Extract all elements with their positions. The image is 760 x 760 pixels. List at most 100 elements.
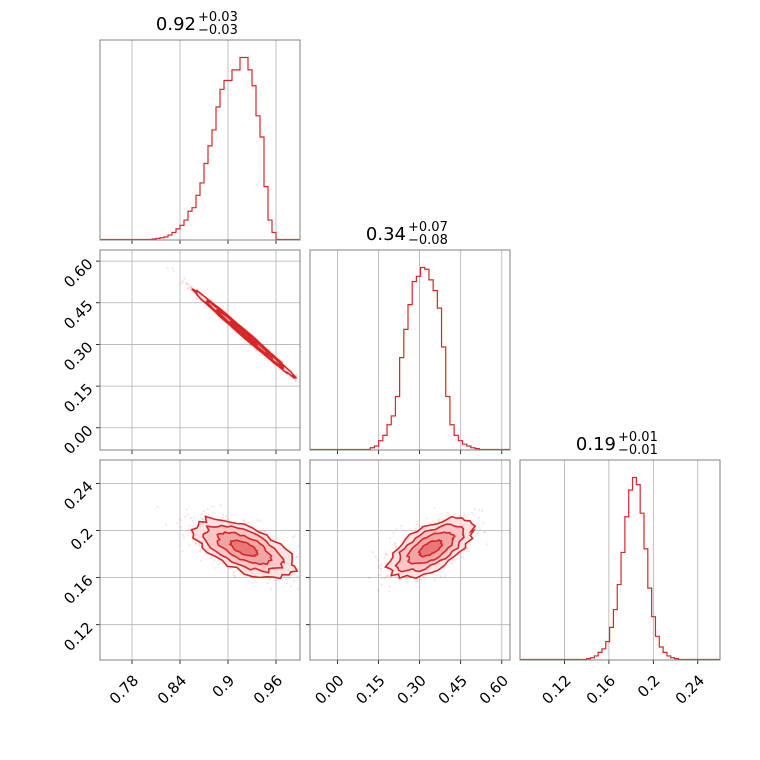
- scatter-p2-vs-p1-sample-point: [187, 286, 190, 290]
- scatter-p3-vs-p1-sample-point: [285, 577, 288, 580]
- hist-p2: 0.34 +0.07−0.08: [310, 220, 510, 454]
- scatter-p3-vs-p1-sample-point: [274, 579, 277, 582]
- scatter-p2-vs-p1-sample-point: [186, 283, 189, 286]
- scatter-p3-vs-p2-sample-point: [455, 557, 458, 560]
- scatter-p3-vs-p1: 0.12 0.16 0.2 0.24 0.78 0.84 0.9 0.96: [60, 460, 321, 708]
- scatter-p3-vs-p2-sample-point: [394, 546, 397, 549]
- hist-p2-title-upper-error: +0.07: [408, 220, 448, 235]
- scatter-p3-vs-p1-sample-point: [181, 550, 184, 553]
- hist-p3-title-lower-error: −0.01: [618, 443, 658, 458]
- scatter-p3-vs-p1-xtick-label-2: 0.9: [209, 672, 239, 702]
- scatter-p3-vs-p2-sample-point: [388, 585, 391, 588]
- scatter-p3-vs-p1-sample-point: [292, 579, 296, 583]
- scatter-p3-vs-p2-sample-point: [434, 521, 437, 524]
- scatter-p3-vs-p2-sample-point: [400, 524, 403, 528]
- hist-p3: 0.19 +0.01−0.01 0.12 0.16 0.2 0.24: [520, 430, 720, 708]
- scatter-p3-vs-p1-sample-point: [182, 536, 185, 539]
- scatter-p2-vs-p1-sample-point: [180, 282, 183, 285]
- scatter-p3-vs-p2-sample-point: [478, 528, 482, 531]
- scatter-p3-vs-p1-sample-point: [185, 508, 188, 511]
- scatter-p3-vs-p2-sample-point: [393, 542, 397, 545]
- scatter-p3-vs-p1-sample-point: [206, 508, 209, 511]
- scatter-p3-vs-p1-sample-point: [184, 515, 187, 518]
- scatter-p3-vs-p2-sample-point: [385, 553, 388, 556]
- scatter-p3-vs-p1-sample-point: [199, 549, 202, 553]
- scatter-p3-vs-p2-sample-point: [420, 524, 423, 528]
- scatter-p3-vs-p2-sample-point: [443, 566, 446, 569]
- scatter-p3-vs-p1-contour-line-2: [216, 531, 273, 566]
- scatter-p3-vs-p1-sample-point: [297, 545, 300, 548]
- scatter-p3-vs-p1-sample-point: [255, 580, 258, 584]
- scatter-p2-vs-p1-sample-point: [185, 281, 188, 285]
- scatter-p2-vs-p1-sample-point: [166, 267, 169, 270]
- scatter-p3-vs-p2-sample-point: [368, 577, 371, 580]
- scatter-p3-vs-p1-sample-point: [233, 575, 236, 578]
- scatter-p2-vs-p1-sample-point: [295, 378, 298, 381]
- scatter-p3-vs-p1-sample-point: [264, 530, 267, 533]
- scatter-p3-vs-p1-sample-point: [189, 516, 192, 520]
- scatter-p3-vs-p1-sample-point: [210, 556, 213, 559]
- scatter-p3-vs-p2-sample-point: [384, 577, 387, 580]
- scatter-p2-vs-p1-sample-point: [189, 286, 193, 289]
- scatter-p3-vs-p2-sample-point: [378, 566, 381, 569]
- scatter-p3-vs-p2-sample-point: [453, 560, 456, 563]
- hist-p3-title-value: 0.19: [576, 434, 616, 455]
- scatter-p3-vs-p2-sample-point: [439, 575, 442, 578]
- scatter-p3-vs-p1-sample-point: [247, 521, 250, 524]
- scatter-p3-vs-p2-sample-point: [405, 581, 409, 584]
- scatter-p2-vs-p1-ytick-label-0: 0.00: [60, 422, 96, 458]
- scatter-p2-vs-p1-contour-line-1: [205, 299, 285, 370]
- scatter-p3-vs-p1-contour-line-0: [190, 515, 299, 580]
- scatter-p2-vs-p1-ytick-label-1: 0.15: [60, 380, 96, 416]
- scatter-p3-vs-p1-sample-point: [289, 574, 292, 577]
- scatter-p3-vs-p2-contour-line-0: [384, 515, 477, 580]
- hist-p3-xtick-label-3: 0.24: [672, 672, 708, 708]
- scatter-p3-vs-p2-sample-point: [477, 516, 480, 520]
- scatter-p3-vs-p1-sample-point: [180, 526, 183, 529]
- scatter-p3-vs-p2-sample-point: [383, 556, 386, 559]
- scatter-p3-vs-p2-contour-line-2: [405, 531, 456, 565]
- scatter-p3-vs-p2-xtick-label-1: 0.15: [352, 672, 388, 708]
- scatter-p3-vs-p1-sample-point: [202, 509, 205, 512]
- scatter-p2-vs-p1-sample-point: [263, 356, 267, 360]
- scatter-p3-vs-p2-density: [368, 507, 489, 593]
- scatter-p3-vs-p2-sample-point: [416, 579, 419, 582]
- scatter-p3-vs-p2-sample-point: [388, 590, 391, 593]
- scatter-p2-vs-p1-sample-point: [185, 282, 189, 285]
- scatter-p3-vs-p1-xtick-label-3: 0.96: [250, 672, 286, 708]
- scatter-p2-vs-p1-ytick-label-4: 0.60: [60, 255, 96, 291]
- scatter-p3-vs-p2-sample-point: [437, 519, 440, 523]
- scatter-p3-vs-p1-sample-point: [199, 545, 202, 548]
- scatter-p3-vs-p2-sample-point: [451, 562, 454, 565]
- scatter-p3-vs-p1-sample-point: [319, 574, 321, 576]
- hist-p3-xtick-label-2: 0.2: [634, 672, 664, 702]
- scatter-p3-vs-p2-sample-point: [486, 543, 489, 546]
- scatter-p3-vs-p1-sample-point: [294, 535, 297, 538]
- scatter-p3-vs-p1-sample-point: [221, 562, 224, 566]
- scatter-p3-vs-p2-sample-point: [377, 574, 381, 577]
- scatter-p3-vs-p2-sample-point: [381, 577, 384, 580]
- scatter-p3-vs-p2-sample-point: [406, 576, 409, 580]
- scatter-p3-vs-p2-sample-point: [481, 509, 484, 512]
- hist-p3-xtick-label-0: 0.12: [538, 672, 574, 708]
- scatter-p3-vs-p1-sample-point: [221, 513, 224, 516]
- scatter-p3-vs-p2-sample-point: [463, 513, 466, 516]
- hist-p2-histogram: [310, 266, 510, 450]
- scatter-p2-vs-p1-contour-line-2: [215, 308, 274, 360]
- scatter-p3-vs-p1-sample-point: [288, 577, 291, 580]
- hist-p2-title-value: 0.34: [366, 224, 406, 245]
- scatter-p3-vs-p2-sample-point: [384, 553, 387, 556]
- scatter-p3-vs-p2-sample-point: [482, 531, 485, 534]
- scatter-p3-vs-p1-sample-point: [268, 578, 271, 581]
- scatter-p2-vs-p1-sample-point: [288, 375, 291, 378]
- scatter-p3-vs-p1-sample-point: [295, 555, 298, 559]
- hist-p1-frame: [99, 39, 301, 241]
- scatter-p3-vs-p1-contour-line-3: [228, 539, 259, 557]
- scatter-p3-vs-p1-sample-point: [251, 581, 254, 585]
- scatter-p3-vs-p2-sample-point: [470, 511, 474, 514]
- scatter-p3-vs-p1-sample-point: [222, 516, 225, 520]
- scatter-p3-vs-p2-sample-point: [379, 573, 382, 576]
- scatter-p3-vs-p1-sample-point: [232, 573, 235, 577]
- hist-p1-histogram: [100, 56, 300, 240]
- scatter-p3-vs-p1-sample-point: [188, 528, 191, 531]
